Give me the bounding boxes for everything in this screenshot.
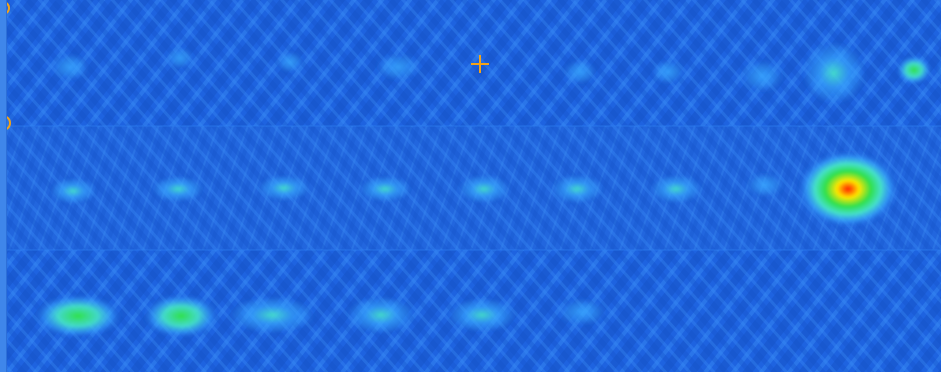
band-separator (0, 249, 941, 251)
bottom-band-spot-3 (227, 295, 317, 335)
crosshair-icon (471, 55, 489, 73)
top-band-spot-5 (562, 58, 598, 86)
middle-band-spot-5 (457, 174, 511, 204)
bottom-band-spot-1 (33, 293, 123, 339)
band-separator (0, 125, 941, 127)
bottom-band-spot-2 (142, 293, 220, 339)
middle-band-spot-9 (797, 150, 899, 228)
top-band-spot-6 (650, 58, 686, 86)
bottom-band-spot-4 (345, 295, 417, 335)
bottom-band-spot-5 (446, 297, 518, 333)
top-band-spot-7 (738, 58, 786, 94)
top-band-spot-8 (801, 40, 867, 106)
top-band (0, 0, 941, 126)
left-edge-frame (0, 0, 7, 372)
bottom-band-spot-6 (555, 297, 609, 327)
middle-band-spot-1 (49, 177, 97, 205)
top-band-spot-1 (49, 52, 91, 82)
top-band-spot-9 (896, 55, 932, 85)
middle-band-spot-2 (151, 175, 205, 203)
top-band-spot-3 (275, 50, 305, 74)
top-band-spot-10 (935, 58, 941, 82)
middle-band-spot-6 (550, 174, 604, 204)
middle-band-spot-3 (257, 174, 311, 202)
middle-band-spot-7 (649, 174, 703, 204)
middle-band-spot-4 (358, 175, 412, 203)
spots-layer (33, 40, 941, 339)
middle-band-spot-8 (744, 171, 786, 199)
top-band-spot-4 (374, 52, 422, 82)
top-band-spot-2 (165, 46, 195, 70)
